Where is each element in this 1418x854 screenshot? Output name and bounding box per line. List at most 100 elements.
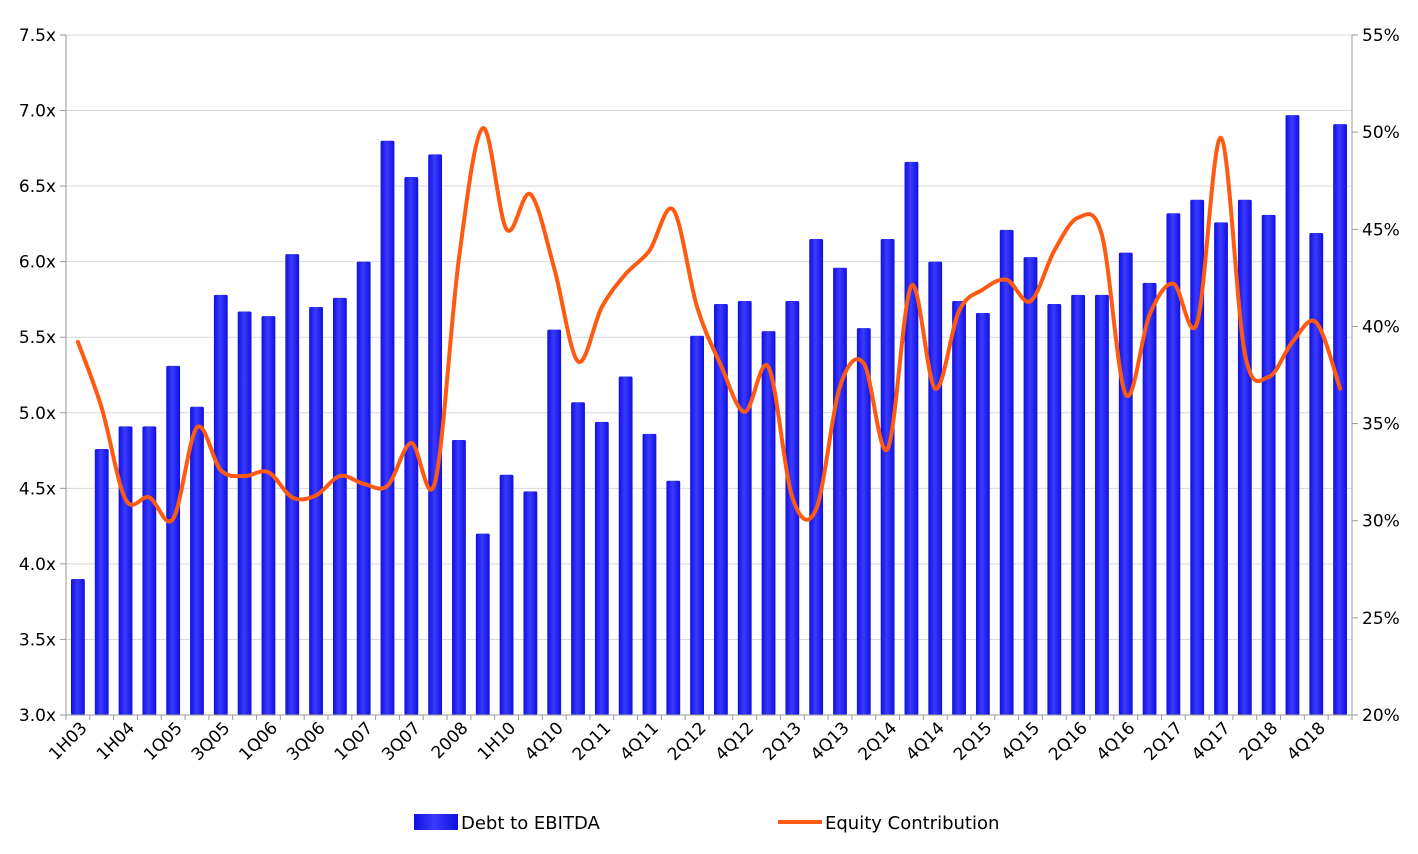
x-tick-label: 4Q10 (521, 718, 568, 765)
x-tick-label: 4Q18 (1283, 718, 1330, 765)
x-tick-label: 3Q06 (283, 718, 330, 765)
bar (166, 365, 181, 715)
x-tick-label: 1Q06 (235, 718, 282, 765)
x-tick-label: 2Q17 (1140, 718, 1187, 765)
x-tick-label: 4Q15 (997, 718, 1044, 765)
bar (999, 229, 1014, 715)
left-tick-label: 4.5x (19, 479, 56, 499)
bar (904, 161, 919, 715)
bar (928, 261, 943, 715)
bar (547, 329, 562, 715)
bar (1047, 303, 1062, 715)
left-tick-label: 7.0x (19, 102, 56, 122)
left-tick-label: 6.0x (19, 253, 56, 273)
bar (975, 313, 990, 715)
x-tick-label: 3Q07 (378, 718, 425, 765)
bar (452, 439, 466, 715)
bar (94, 449, 109, 715)
left-axis-ticks: 3.0x 3.5x 4.0x 4.5x 5.0x 5.5x 6.0x 6.5x 7.0x 7.5x (19, 26, 66, 726)
x-tick-label: 2Q15 (950, 718, 997, 765)
x-tick-label: 4Q13 (807, 718, 854, 765)
equity-line (75, 126, 1343, 524)
bar (1261, 214, 1276, 716)
gridlines (66, 34, 1352, 716)
bar (1071, 294, 1086, 715)
bar (880, 239, 895, 715)
x-tick-label: 1Q07 (331, 718, 378, 765)
bar (761, 331, 776, 715)
bar (261, 316, 276, 715)
right-tick-label: 50% (1362, 123, 1400, 143)
right-tick-label: 30% (1362, 512, 1400, 532)
bar (1285, 115, 1300, 716)
bar (237, 311, 252, 715)
x-tick-label: 2Q13 (759, 718, 806, 765)
bar (71, 579, 85, 715)
x-tick-label: 3Q05 (188, 718, 235, 765)
bar (1142, 282, 1157, 715)
legend-label-equity-contribution: Equity Contribution (825, 813, 999, 834)
bar (1309, 232, 1324, 715)
bar (737, 300, 752, 715)
right-tick-label: 45% (1362, 220, 1400, 240)
bar (690, 335, 704, 715)
x-tick-label: 2Q12 (664, 718, 711, 765)
bar (714, 303, 728, 715)
bar (475, 533, 490, 715)
bar (833, 267, 847, 715)
bar (1095, 294, 1109, 715)
axes (65, 35, 1353, 716)
bar (1333, 124, 1347, 715)
x-tick-label: 4Q12 (712, 718, 759, 765)
bar (118, 426, 133, 715)
legend: Debt to EBITDA Equity Contribution (414, 813, 999, 834)
bar-series-debt-to-ebitda (71, 115, 1347, 716)
legend-label-debt-to-ebitda: Debt to EBITDA (461, 813, 601, 834)
right-tick-label: 25% (1362, 609, 1400, 629)
bar (618, 376, 633, 715)
x-tick-label: 2Q11 (569, 718, 616, 765)
legend-swatch-debt-to-ebitda (414, 814, 458, 830)
x-axis-ticks: 1H03 1H04 1Q05 3Q05 1Q06 3Q06 1Q07 3Q07 2008 1H10… (45, 715, 1353, 765)
bar (332, 297, 347, 715)
left-tick-label: 7.5x (19, 26, 56, 46)
line-series-equity-contribution (75, 126, 1343, 524)
x-tick-label: 1H04 (93, 718, 139, 764)
bar (666, 480, 681, 715)
bar (499, 474, 514, 715)
right-tick-label: 55% (1362, 26, 1400, 46)
left-tick-label: 3.0x (19, 706, 56, 726)
bar (952, 300, 966, 715)
right-tick-label: 20% (1362, 706, 1400, 726)
bar (285, 254, 300, 715)
left-tick-label: 3.5x (19, 630, 56, 650)
x-tick-label: 4Q16 (1093, 718, 1140, 765)
x-tick-label: 2Q14 (855, 718, 902, 765)
bar (190, 406, 204, 715)
bar (1023, 257, 1038, 715)
bar (809, 239, 824, 715)
bar (404, 177, 419, 716)
bar (428, 154, 443, 715)
x-tick-label: 4Q11 (616, 718, 663, 765)
bar (380, 140, 395, 715)
left-tick-label: 6.5x (19, 177, 56, 197)
x-tick-label: 1H10 (474, 718, 520, 764)
bar (309, 307, 323, 715)
left-tick-label: 4.0x (19, 555, 56, 575)
x-tick-label: 2Q16 (1045, 718, 1092, 765)
bar (1237, 199, 1252, 715)
right-tick-label: 40% (1362, 317, 1400, 337)
x-tick-label: 2008 (428, 718, 473, 763)
bar (1214, 222, 1228, 715)
bar (142, 426, 157, 715)
bar (594, 421, 609, 715)
bar (856, 328, 871, 715)
bar (1118, 252, 1133, 715)
right-axis-ticks: 20% 25% 30% 35% 40% 45% 50% 55% (1352, 26, 1400, 726)
bar (523, 491, 538, 715)
bar (785, 300, 800, 715)
bar (213, 294, 228, 715)
bar (356, 261, 371, 715)
